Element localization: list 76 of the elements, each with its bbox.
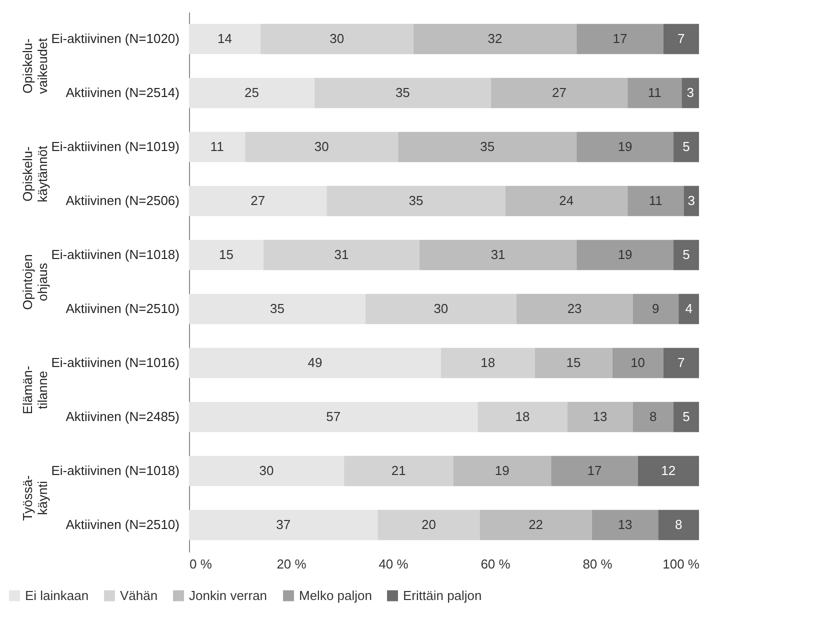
data-label: 8 [649, 409, 657, 424]
y-tick-label: Aktiivinen (N=2514) [66, 85, 180, 100]
legend-label: Vähän [120, 588, 158, 603]
y-tick-label: Aktiivinen (N=2506) [66, 193, 180, 208]
legend-label: Jonkin verran [189, 588, 268, 603]
data-label: 22 [528, 517, 544, 532]
x-tick-label: 20 % [276, 556, 307, 572]
data-label: 20 [421, 517, 436, 532]
data-label: 24 [559, 193, 574, 208]
text: Opiskelu- käytännöt [20, 145, 50, 202]
data-label: 19 [618, 139, 632, 154]
data-label: 11 [210, 139, 224, 154]
data-label: 27 [250, 193, 266, 208]
y-tick-label: Ei-aktiivinen (N=1019) [51, 139, 180, 154]
data-label: 8 [674, 517, 682, 532]
y-tick-label: Ei-aktiivinen (N=1018) [51, 247, 180, 262]
data-label: 11 [648, 193, 662, 208]
data-label: 21 [391, 463, 406, 478]
data-label: 14 [217, 31, 232, 46]
data-label: 18 [480, 355, 496, 370]
data-label: 35 [395, 85, 410, 100]
x-tick-label: 0 % [190, 556, 212, 572]
data-label: 15 [566, 355, 581, 370]
text: Työssä- käynti [20, 475, 50, 521]
data-label: 3 [686, 85, 694, 100]
data-label: 31 [490, 247, 506, 262]
data-label: 30 [434, 301, 448, 316]
data-label: 18 [515, 409, 530, 424]
data-label: 17 [587, 463, 602, 478]
data-label: 31 [334, 247, 349, 262]
data-label: 10 [630, 355, 646, 370]
data-label: 27 [552, 85, 566, 100]
data-label: 35 [408, 193, 424, 208]
y-tick-label: Ei-aktiivinen (N=1018) [51, 463, 180, 478]
data-label: 19 [494, 463, 510, 478]
data-label: 57 [326, 409, 341, 424]
data-label: 5 [682, 409, 690, 424]
data-label: 19 [618, 247, 632, 262]
data-label: 35 [480, 139, 495, 154]
data-label: 23 [567, 301, 582, 316]
x-tick-label: 40 % [378, 556, 409, 572]
y-tick-label: Aktiivinen (N=2485) [66, 409, 180, 424]
data-label: 35 [270, 301, 284, 316]
y-tick-label: Aktiivinen (N=2510) [66, 517, 180, 532]
y-tick-label: Aktiivinen (N=2510) [66, 301, 180, 316]
y-tick-label: Ei-aktiivinen (N=1020) [51, 31, 180, 46]
x-tick-label: 100 % [662, 556, 700, 572]
data-label: 5 [682, 139, 690, 154]
data-label: 9 [652, 301, 660, 316]
data-label: 11 [648, 85, 662, 100]
data-label: 4 [685, 301, 692, 316]
text: Opiskelu- vaikeudet [20, 38, 50, 94]
data-label: 7 [678, 355, 685, 370]
data-label: 13 [592, 409, 608, 424]
data-label: 15 [218, 247, 234, 262]
data-label: 30 [330, 31, 344, 46]
data-label: 3 [688, 193, 695, 208]
data-label: 25 [244, 85, 259, 100]
legend-label: Melko paljon [299, 588, 372, 603]
data-label: 49 [308, 355, 322, 370]
data-label: 13 [618, 517, 632, 532]
data-label: 12 [661, 463, 676, 478]
data-label: 5 [682, 247, 690, 262]
data-label: 7 [678, 31, 685, 46]
data-label: 37 [276, 517, 291, 532]
legend-label: Erittäin paljon [403, 588, 482, 603]
data-label: 32 [488, 31, 502, 46]
x-tick-label: 60 % [480, 556, 511, 572]
text: Elämän- tilanne [20, 366, 50, 414]
legend-label: Ei lainkaan [25, 588, 89, 603]
data-label: 17 [612, 31, 628, 46]
x-tick-label: 80 % [582, 556, 613, 572]
text: Opintojen ohjaus [20, 254, 50, 310]
y-tick-label: Ei-aktiivinen (N=1016) [51, 355, 180, 370]
data-label: 30 [259, 463, 274, 478]
data-label: 30 [314, 139, 329, 154]
